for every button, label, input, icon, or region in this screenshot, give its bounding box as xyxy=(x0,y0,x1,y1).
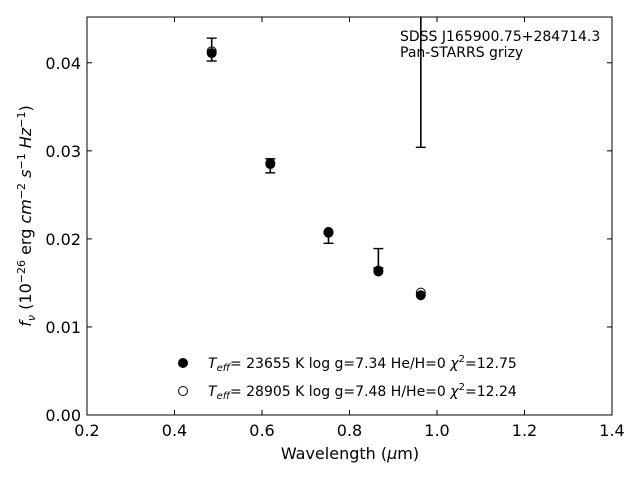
x-tick-label: 1.2 xyxy=(512,421,537,440)
model-point-open xyxy=(323,226,334,237)
x-tick-label: 0.8 xyxy=(337,421,362,440)
legend-marker-open xyxy=(178,386,188,396)
ticks: 0.2 0.4 0.6 0.8 1.0 1.2 1.4 0.00 0.01 0.02 0.03 0.0… xyxy=(45,17,625,440)
model-point-open xyxy=(206,46,217,57)
model-point-open xyxy=(415,287,426,298)
model-point-open xyxy=(373,265,384,276)
x-axis-label: Wavelength (μm) xyxy=(281,444,419,463)
x-tick-label: 1.0 xyxy=(424,421,449,440)
x-tick-label: 1.4 xyxy=(599,421,624,440)
y-tick-label: 0.01 xyxy=(45,318,81,337)
y-tick-label: 0.04 xyxy=(45,54,81,73)
errorbars xyxy=(206,17,426,269)
x-tick-label: 0.2 xyxy=(74,421,99,440)
model-point-open xyxy=(265,158,276,169)
legend-marker-filled xyxy=(178,358,188,368)
model-point-filled xyxy=(415,290,426,301)
x-tick-label: 0.6 xyxy=(249,421,274,440)
legend: Teff= 23655 K log g=7.34 He/H=0 χ2=12.75… xyxy=(178,354,517,402)
x-tick-label: 0.4 xyxy=(162,421,187,440)
y-tick-label: 0.03 xyxy=(45,142,81,161)
legend-entry-1: Teff= 23655 K log g=7.34 He/H=0 χ2=12.75 xyxy=(208,354,517,374)
points xyxy=(206,46,426,301)
legend-entry-2: Teff= 28905 K log g=7.48 H/He=0 χ2=12.24 xyxy=(208,382,517,402)
annotation-line-2: Pan-STARRS grizy xyxy=(400,45,523,61)
annotation-line-1: SDSS J165900.75+284714.3 xyxy=(400,29,600,45)
y-tick-label: 0.02 xyxy=(45,230,81,249)
y-tick-label: 0.00 xyxy=(45,406,81,425)
y-axis-label: fν (10−26 erg cm−2 s−1 Hz−1) xyxy=(15,105,38,326)
